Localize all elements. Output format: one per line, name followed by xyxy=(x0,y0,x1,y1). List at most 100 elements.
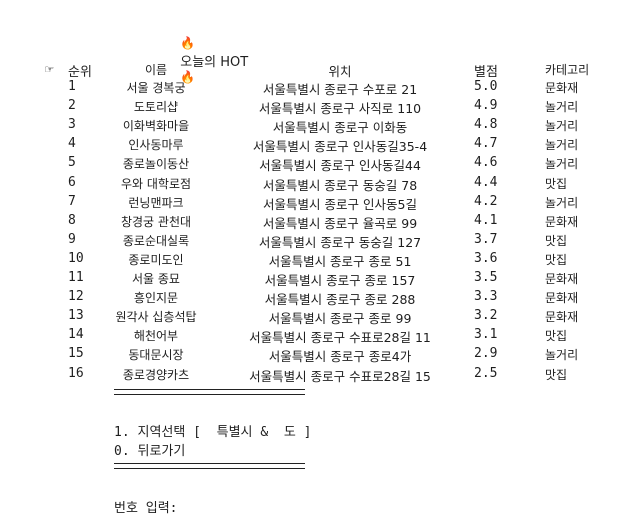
table-row: 11 서울 종묘 서울특별시 종로구 종로 157 3.5 문화재 xyxy=(0,270,631,289)
cell-name: 종로순대실록 xyxy=(122,233,190,248)
divider xyxy=(114,463,305,469)
cell-category: 놀거리 xyxy=(545,348,579,363)
cell-rank: 2 xyxy=(68,98,76,114)
cell-location: 서울특별시 종로구 종로 288 xyxy=(264,292,416,308)
cell-location: 서울특별시 종로구 수포로 21 xyxy=(262,82,418,97)
cell-category: 놀거리 xyxy=(545,100,579,115)
cell-rating: 3.7 xyxy=(474,231,498,247)
cell-rank: 4 xyxy=(68,136,76,152)
cell-rating: 3.1 xyxy=(474,327,498,343)
cell-category: 놀거리 xyxy=(545,138,579,153)
cell-location: 서울특별시 종로구 사직로 110 xyxy=(258,101,422,117)
table-row: 10 종로미도인 서울특별시 종로구 종로 51 3.6 맛집 xyxy=(0,251,631,270)
cell-rating: 3.3 xyxy=(474,289,498,305)
cell-rank: 13 xyxy=(68,308,84,324)
cell-rating: 4.2 xyxy=(474,193,498,209)
cell-name: 인사동마루 xyxy=(128,138,184,153)
cell-rank: 10 xyxy=(68,250,84,266)
cell-rank: 7 xyxy=(68,193,76,209)
cell-rank: 8 xyxy=(68,212,76,228)
fire-icon: 🔥 xyxy=(180,36,196,50)
cell-rank: 1 xyxy=(68,79,76,94)
cell-category: 문화재 xyxy=(545,291,579,306)
header-category: 카테고리 xyxy=(545,63,590,77)
cell-location: 서울특별시 종로구 이화동 xyxy=(272,120,408,136)
cell-rating: 4.6 xyxy=(474,155,498,171)
table-row: 8 창경궁 관천대 서울특별시 종로구 율곡로 99 4.1 문화재 xyxy=(0,213,631,232)
cell-rank: 12 xyxy=(68,289,84,305)
cell-rating: 4.4 xyxy=(474,174,498,190)
cell-rank: 16 xyxy=(68,365,84,381)
cell-category: 놀거리 xyxy=(545,157,579,172)
cell-name: 서울 종묘 xyxy=(132,272,180,286)
table-row: 12 흥인지문 서울특별시 종로구 종로 288 3.3 문화재 xyxy=(0,289,631,308)
cell-location: 서울특별시 종로구 동숭길 127 xyxy=(258,234,422,250)
input-prompt: 번호 입력: xyxy=(114,501,178,516)
menu-item-region-select[interactable]: 1. 지역선택 [ 특별시 & 도 ] xyxy=(114,425,312,440)
cell-location: 서울특별시 종로구 종로 157 xyxy=(264,273,416,288)
cell-rank: 5 xyxy=(68,155,76,171)
cell-category: 문화재 xyxy=(545,310,579,325)
table-row: 1 서울 경복궁 서울특별시 종로구 수포로 21 5.0 문화재 xyxy=(0,79,631,98)
menu-item-back[interactable]: 0. 뒤로가기 xyxy=(114,444,186,459)
cell-location: 서울특별시 종로구 인사동길35-4 xyxy=(252,139,428,155)
cell-name: 우와 대학로점 xyxy=(120,176,192,191)
cell-location: 서울특별시 종로구 인사동5길 xyxy=(263,196,417,212)
table-row: 3 이화벽화마을 서울특별시 종로구 이화동 4.8 놀거리 xyxy=(0,117,631,136)
table-row: 14 해천어부 서울특별시 종로구 수표로28길 11 3.1 맛집 xyxy=(0,327,631,346)
cell-name: 런닝맨파크 xyxy=(128,195,184,210)
cell-name: 원각사 십층석탑 xyxy=(115,310,197,325)
cell-rating: 4.1 xyxy=(474,212,498,228)
table-row: 15 동대문시장 서울특별시 종로구 종로4가 2.9 놀거리 xyxy=(0,346,631,365)
cell-name: 종로미도인 xyxy=(128,252,184,267)
cell-name: 이화벽화마을 xyxy=(122,119,190,134)
cell-rating: 3.2 xyxy=(474,308,498,324)
cell-rating: 4.8 xyxy=(474,117,498,133)
page-title-text: 오늘의 HOT xyxy=(180,55,249,70)
table-row: 6 우와 대학로점 서울특별시 종로구 동숭길 78 4.4 맛집 xyxy=(0,175,631,194)
cell-category: 맛집 xyxy=(545,176,568,191)
table-row: 13 원각사 십층석탑 서울특별시 종로구 종로 99 3.2 문화재 xyxy=(0,308,631,327)
cell-location: 서울특별시 종로구 동숭길 78 xyxy=(262,177,418,193)
cell-category: 맛집 xyxy=(545,252,568,267)
fire-icon: 🔥 xyxy=(180,70,196,84)
cell-category: 놀거리 xyxy=(545,195,579,210)
cell-name: 서울 경복궁 xyxy=(126,81,186,95)
cell-rating: 4.9 xyxy=(474,98,498,114)
cell-name: 종로놀이동산 xyxy=(122,157,190,172)
cell-name: 흥인지문 xyxy=(133,291,179,306)
cell-rank: 11 xyxy=(68,270,84,285)
cell-location: 서울특별시 종로구 종로 51 xyxy=(268,253,412,269)
cell-location: 서울특별시 종로구 율곡로 99 xyxy=(262,215,418,231)
cell-location: 서울특별시 종로구 인사동길44 xyxy=(259,158,421,174)
cell-category: 문화재 xyxy=(545,81,579,95)
cell-category: 맛집 xyxy=(545,367,568,382)
cell-location: 서울특별시 종로구 종로4가 xyxy=(268,349,412,365)
table-header: 순위 이름 위치 별점 카테고리 xyxy=(0,61,631,80)
cell-category: 맛집 xyxy=(545,329,568,344)
header-rating: 별점 xyxy=(474,65,498,80)
cell-rating: 2.5 xyxy=(474,365,498,381)
cell-rank: 15 xyxy=(68,346,84,362)
cell-category: 문화재 xyxy=(545,214,579,229)
table-row: 16 종로경양카츠 서울특별시 종로구 수표로28길 15 2.5 맛집 xyxy=(0,366,631,385)
cell-name: 해천어부 xyxy=(133,329,179,344)
cell-rank: 9 xyxy=(68,231,76,247)
cell-name: 동대문시장 xyxy=(128,348,184,363)
cell-rank: 6 xyxy=(68,174,76,190)
cell-category: 맛집 xyxy=(545,233,568,248)
header-name: 이름 xyxy=(144,63,168,77)
page-title: 🔥 오늘의 HOT 🔥 xyxy=(172,21,248,85)
table-row: 2 도토리샵 서울특별시 종로구 사직로 110 4.9 놀거리 xyxy=(0,98,631,117)
cell-rating: 2.9 xyxy=(474,346,498,362)
cell-rating: 5.0 xyxy=(474,79,498,94)
cell-name: 도토리샵 xyxy=(133,100,179,115)
cell-location: 서울특별시 종로구 종로 99 xyxy=(268,311,412,327)
table-row: 4 인사동마루 서울특별시 종로구 인사동길35-4 4.7 놀거리 xyxy=(0,136,631,155)
header-rank: 순위 xyxy=(68,65,92,80)
cell-category: 문화재 xyxy=(545,272,579,286)
table-row: 5 종로놀이동산 서울특별시 종로구 인사동길44 4.6 놀거리 xyxy=(0,155,631,174)
table-row: 7 런닝맨파크 서울특별시 종로구 인사동5길 4.2 놀거리 xyxy=(0,194,631,213)
cell-location: 서울특별시 종로구 수표로28길 11 xyxy=(249,330,431,346)
header-location: 위치 xyxy=(328,64,352,79)
